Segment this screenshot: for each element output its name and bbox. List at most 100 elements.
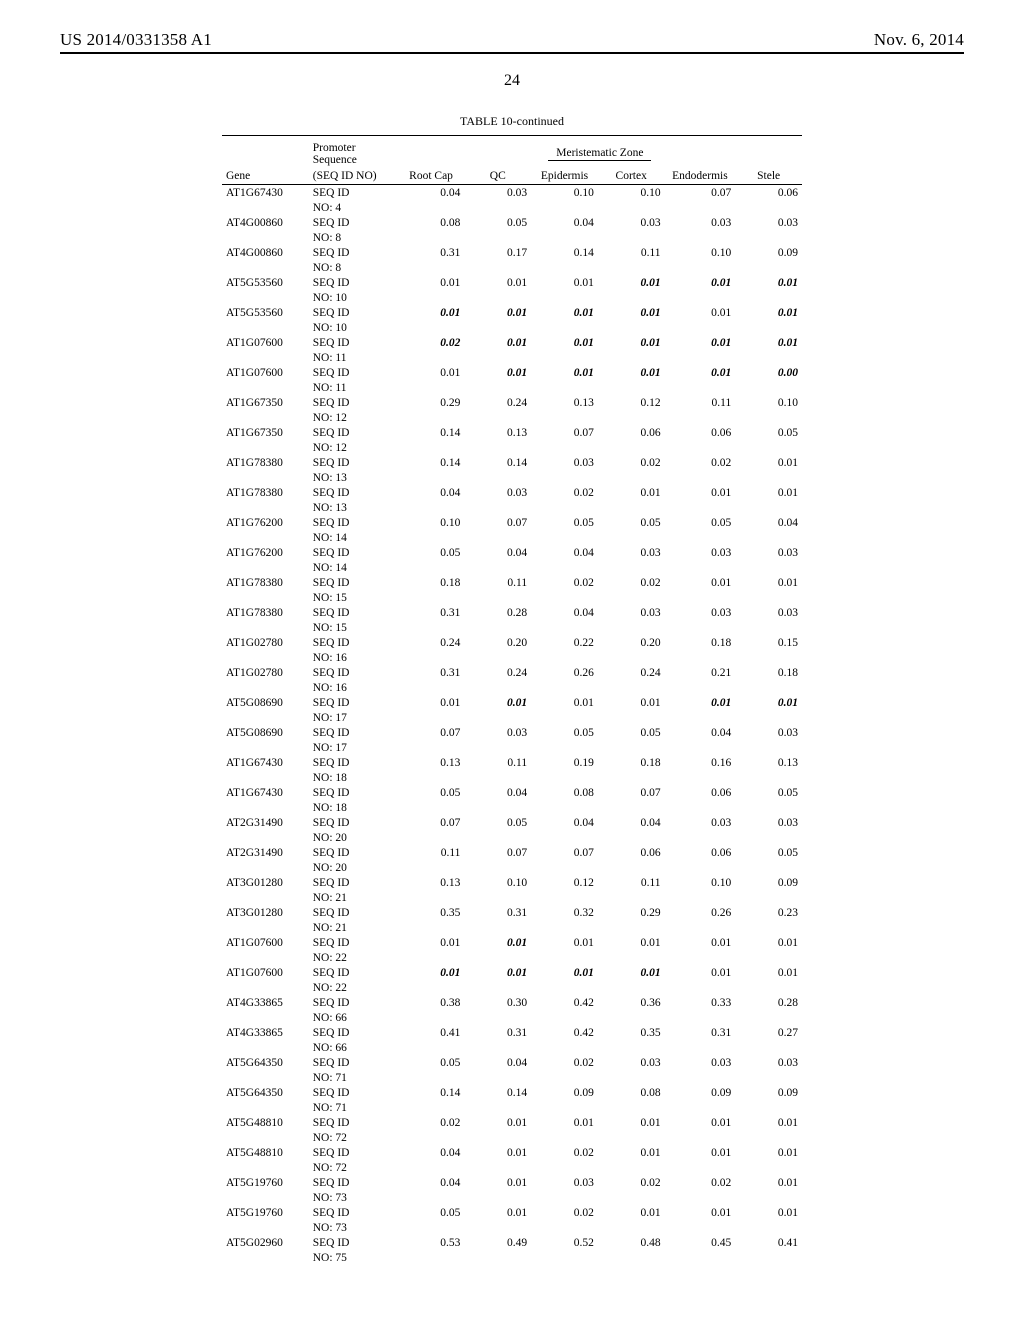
table-row: AT1G76200SEQ ID0.100.070.050.050.050.04: [222, 515, 802, 530]
cell-value: 0.01: [464, 695, 531, 725]
cell-seq-no: NO: 12: [309, 440, 398, 455]
cell-seq-no: NO: 22: [309, 950, 398, 965]
cell-value: 0.01: [464, 935, 531, 965]
table-row: AT1G78380SEQ ID0.180.110.020.020.010.01: [222, 575, 802, 590]
cell-seq-no: NO: 20: [309, 830, 398, 845]
cell-value: 0.11: [464, 575, 531, 605]
cell-value: 0.02: [665, 455, 736, 485]
cell-value: 0.01: [531, 965, 598, 995]
cell-value: 0.24: [598, 665, 665, 695]
table-row: AT3G01280SEQ ID0.350.310.320.290.260.23: [222, 905, 802, 920]
cell-value: 0.01: [735, 335, 802, 365]
cell-gene: AT1G02780: [222, 665, 309, 695]
cell-value: 0.01: [398, 965, 465, 995]
cell-value: 0.01: [665, 335, 736, 365]
cell-value: 0.03: [735, 725, 802, 755]
cell-seq: SEQ ID: [309, 815, 398, 830]
cell-value: 0.41: [398, 1025, 465, 1055]
table-row: AT3G01280SEQ ID0.130.100.120.110.100.09: [222, 875, 802, 890]
cell-value: 0.07: [464, 515, 531, 545]
cell-value: 0.10: [531, 185, 598, 216]
cell-seq: SEQ ID: [309, 1205, 398, 1220]
cell-value: 0.05: [398, 1205, 465, 1235]
cell-seq-no: NO: 18: [309, 800, 398, 815]
cell-value: 0.49: [464, 1235, 531, 1265]
cell-gene: AT1G02780: [222, 635, 309, 665]
cell-seq: SEQ ID: [309, 245, 398, 260]
cell-value: 0.01: [735, 455, 802, 485]
promoter-label: Promoter: [313, 142, 356, 154]
cell-value: 0.01: [665, 935, 736, 965]
blank-header: [222, 136, 309, 169]
cell-value: 0.08: [398, 215, 465, 245]
table-row: AT5G48810SEQ ID0.020.010.010.010.010.01: [222, 1115, 802, 1130]
cell-seq: SEQ ID: [309, 875, 398, 890]
cell-value: 0.05: [665, 515, 736, 545]
cell-gene: AT5G53560: [222, 305, 309, 335]
cell-gene: AT5G08690: [222, 695, 309, 725]
table-row: AT1G07600SEQ ID0.020.010.010.010.010.01: [222, 335, 802, 350]
cell-value: 0.03: [598, 215, 665, 245]
cell-seq: SEQ ID: [309, 995, 398, 1010]
cell-seq-no: NO: 11: [309, 350, 398, 365]
cell-value: 0.09: [735, 245, 802, 275]
cell-value: 0.10: [735, 395, 802, 425]
zone-label: Meristematic Zone: [548, 147, 651, 161]
cell-value: 0.08: [531, 785, 598, 815]
cell-value: 0.18: [735, 665, 802, 695]
table-row: AT4G00860SEQ ID0.080.050.040.030.030.03: [222, 215, 802, 230]
cell-seq-no: NO: 72: [309, 1130, 398, 1145]
cell-value: 0.01: [398, 305, 465, 335]
cell-seq: SEQ ID: [309, 845, 398, 860]
cell-value: 0.10: [398, 515, 465, 545]
table-row: AT5G08690SEQ ID0.010.010.010.010.010.01: [222, 695, 802, 710]
table-row: AT1G67430SEQ ID0.040.030.100.100.070.06: [222, 185, 802, 201]
cell-value: 0.04: [531, 815, 598, 845]
cell-gene: AT4G33865: [222, 1025, 309, 1055]
cell-value: 0.05: [398, 785, 465, 815]
cell-seq: SEQ ID: [309, 575, 398, 590]
cell-seq: SEQ ID: [309, 1025, 398, 1040]
cell-value: 0.10: [665, 245, 736, 275]
cell-value: 0.01: [464, 1145, 531, 1175]
cell-gene: AT5G64350: [222, 1055, 309, 1085]
cell-value: 0.14: [464, 1085, 531, 1115]
table-caption: TABLE 10-continued: [222, 114, 802, 129]
table-row: AT1G02780SEQ ID0.240.200.220.200.180.15: [222, 635, 802, 650]
cell-value: 0.01: [531, 935, 598, 965]
cell-value: 0.04: [464, 545, 531, 575]
cell-value: 0.01: [735, 275, 802, 305]
table-row: AT1G67430SEQ ID0.050.040.080.070.060.05: [222, 785, 802, 800]
cell-seq: SEQ ID: [309, 275, 398, 290]
cell-value: 0.06: [735, 185, 802, 216]
cell-seq: SEQ ID: [309, 515, 398, 530]
publication-date: Nov. 6, 2014: [874, 30, 964, 50]
cell-value: 0.01: [598, 305, 665, 335]
table-row: AT1G67350SEQ ID0.290.240.130.120.110.10: [222, 395, 802, 410]
cell-value: 0.21: [665, 665, 736, 695]
cell-value: 0.01: [735, 965, 802, 995]
cell-value: 0.24: [464, 395, 531, 425]
data-table: Promoter Sequence Meristematic Zone Gene…: [222, 135, 802, 1265]
cell-value: 0.22: [531, 635, 598, 665]
cell-seq: SEQ ID: [309, 395, 398, 410]
cell-value: 0.03: [464, 725, 531, 755]
cell-seq: SEQ ID: [309, 1145, 398, 1160]
cell-value: 0.02: [665, 1175, 736, 1205]
cell-value: 0.19: [531, 755, 598, 785]
table-row: AT1G76200SEQ ID0.050.040.040.030.030.03: [222, 545, 802, 560]
cell-value: 0.04: [398, 185, 465, 216]
table-row: AT5G19760SEQ ID0.050.010.020.010.010.01: [222, 1205, 802, 1220]
cell-value: 0.03: [464, 185, 531, 216]
cell-value: 0.08: [598, 1085, 665, 1115]
cell-value: 0.05: [398, 545, 465, 575]
cell-value: 0.01: [598, 365, 665, 395]
cell-seq: SEQ ID: [309, 905, 398, 920]
cell-gene: AT2G31490: [222, 845, 309, 875]
cell-value: 0.18: [665, 635, 736, 665]
cell-value: 0.02: [531, 1205, 598, 1235]
cell-value: 0.12: [598, 395, 665, 425]
cell-value: 0.01: [531, 1115, 598, 1145]
cell-value: 0.01: [735, 935, 802, 965]
cell-value: 0.02: [598, 1175, 665, 1205]
